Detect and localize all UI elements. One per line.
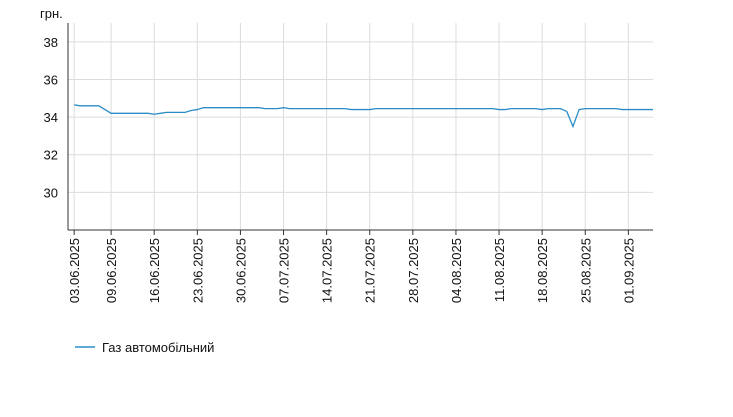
x-tick-label: 28.07.2025 — [406, 238, 421, 303]
x-tick-label: 23.06.2025 — [190, 238, 205, 303]
x-tick-label: 21.07.2025 — [363, 238, 378, 303]
y-tick-label: 36 — [44, 72, 58, 87]
series-line — [74, 104, 653, 129]
legend-label: Газ автомобільний — [102, 340, 214, 355]
y-tick-label: 30 — [44, 185, 58, 200]
x-tick-label: 09.06.2025 — [104, 238, 119, 303]
x-tick-label: 16.06.2025 — [147, 238, 162, 303]
x-tick-label: 14.07.2025 — [320, 238, 335, 303]
x-tick-label: 11.08.2025 — [492, 238, 507, 302]
y-unit: грн. — [40, 6, 63, 21]
y-tick-label: 32 — [44, 148, 58, 163]
y-tick-label: 38 — [44, 35, 58, 50]
x-tick-label: 25.08.2025 — [578, 238, 593, 303]
x-tick-label: 07.07.2025 — [277, 238, 292, 303]
x-tick-label: 04.08.2025 — [449, 238, 464, 303]
y-tick-label: 34 — [44, 110, 58, 125]
x-tick-label: 30.06.2025 — [233, 238, 248, 303]
x-tick-label: 01.09.2025 — [621, 238, 636, 303]
x-tick-label: 03.06.2025 — [67, 238, 82, 303]
x-tick-label: 18.08.2025 — [535, 238, 550, 303]
